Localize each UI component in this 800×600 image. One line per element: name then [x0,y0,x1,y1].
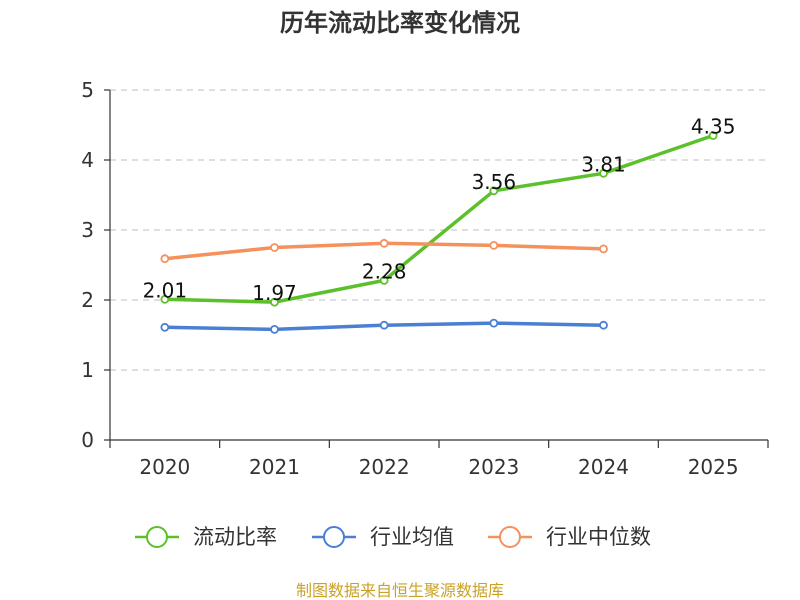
data-labels: 2.01 1.97 2.28 3.56 3.81 4.35 [143,115,736,306]
point-0-2025 [708,131,718,140]
data-label-2025: 4.35 [691,115,736,139]
x-tick-label-2025: 2025 [688,455,739,479]
axes: 0 1 2 3 4 5 2020 2021 2022 2023 2024 2025 [81,78,769,479]
y-tick-label-1: 1 [81,358,94,382]
legend-label-2: 行业中位数 [546,525,651,549]
point-2-2021 [270,243,279,252]
legend: 流动比率 行业均值 行业中位数 [135,525,651,549]
y-tick-label-4: 4 [81,148,94,172]
data-label-2021: 1.97 [252,281,297,305]
source-note: 制图数据来自恒生聚源数据库 [296,581,504,600]
point-0-2024 [599,168,608,178]
point-0-2021 [270,297,279,307]
legend-label-0: 流动比率 [193,525,277,549]
legend-marker-1 [323,526,345,548]
y-tick-label-3: 3 [81,218,94,242]
point-1-2022 [379,320,389,330]
point-2-2023 [489,240,499,250]
chart-title: 历年流动比率变化情况 [280,9,520,37]
data-label-2020: 2.01 [143,278,188,302]
x-tick-label-2023: 2023 [468,455,519,479]
data-label-2022: 2.28 [362,259,407,283]
y-tick-label-2: 2 [81,288,94,312]
y-tick-label-5: 5 [81,78,94,102]
data-label-2024: 3.81 [581,152,626,176]
point-1-2023 [489,318,499,328]
legend-label-1: 行业均值 [370,525,454,549]
legend-marker-0 [146,526,168,548]
point-1-2020 [160,322,170,332]
x-tick-label-2020: 2020 [139,455,190,479]
point-2-2022 [379,238,389,248]
point-0-2023 [489,186,499,196]
point-0-2020 [160,294,170,304]
data-label-2023: 3.56 [472,170,517,194]
x-tick-label-2021: 2021 [249,455,300,479]
point-0-2022 [379,275,389,285]
x-tick-label-2022: 2022 [359,455,410,479]
series-group [160,131,718,334]
y-tick-label-0: 0 [81,428,94,452]
x-tick-label-2024: 2024 [578,455,629,479]
series-line-0 [164,133,714,304]
legend-marker-2 [499,526,521,548]
point-1-2024 [599,320,608,330]
point-2-2020 [160,254,170,264]
point-1-2021 [270,324,279,334]
point-2-2024 [599,244,608,254]
